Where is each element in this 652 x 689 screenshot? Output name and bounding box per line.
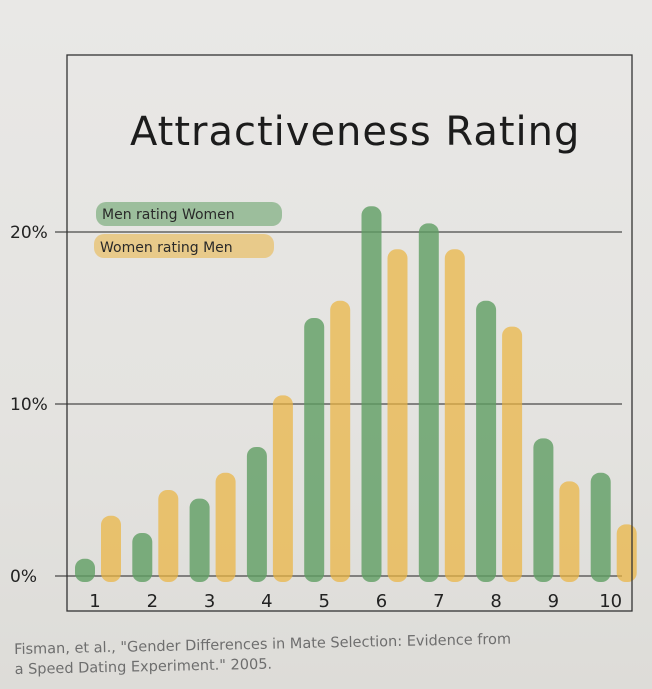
x-tick-label: 1 xyxy=(89,591,100,612)
bar-women-rating-men-2 xyxy=(158,490,179,582)
x-tick-label: 5 xyxy=(318,591,329,612)
bar-women-rating-men-1 xyxy=(101,515,121,582)
bar-men-rating-women-9 xyxy=(533,438,554,582)
bar-women-rating-men-10 xyxy=(616,524,637,582)
bar-men-rating-women-4 xyxy=(246,447,267,582)
legend-swatch-women xyxy=(94,234,274,258)
y-tick-label: 0% xyxy=(10,567,37,587)
bar-women-rating-men-5 xyxy=(330,300,351,582)
x-tick-label: 4 xyxy=(261,591,272,612)
y-tick-label: 10% xyxy=(10,395,48,415)
legend-swatch-men xyxy=(96,202,282,226)
plot-frame xyxy=(66,54,633,612)
bar-men-rating-women-7 xyxy=(418,223,439,582)
bar-women-rating-men-4 xyxy=(272,395,293,582)
x-tick-label: 9 xyxy=(548,591,559,612)
x-tick-label: 7 xyxy=(433,591,444,612)
bar-men-rating-women-6 xyxy=(361,206,382,582)
y-axis-ticks: 0% 10% 20% xyxy=(10,223,48,587)
bar-women-rating-men-7 xyxy=(444,249,465,582)
x-tick-label: 2 xyxy=(147,591,158,612)
bar-women-rating-men-9 xyxy=(559,481,580,582)
bar-women-rating-men-3 xyxy=(215,472,236,582)
bars-layer xyxy=(75,206,637,582)
bar-men-rating-women-10 xyxy=(590,472,611,582)
bar-men-rating-women-2 xyxy=(132,533,153,582)
bar-men-rating-women-1 xyxy=(75,558,95,582)
bar-women-rating-men-6 xyxy=(387,249,408,582)
y-tick-label: 20% xyxy=(10,223,48,243)
bar-men-rating-women-8 xyxy=(476,300,497,582)
legend-label-men: Men rating Women xyxy=(102,207,235,223)
x-tick-label: 6 xyxy=(376,591,387,612)
x-tick-label: 3 xyxy=(204,591,215,612)
bar-men-rating-women-3 xyxy=(189,498,210,582)
x-tick-label: 8 xyxy=(490,591,501,612)
x-tick-label: 10 xyxy=(599,591,622,612)
bar-men-rating-women-5 xyxy=(304,318,325,582)
bar-women-rating-men-8 xyxy=(502,326,523,582)
x-axis-ticks: 1 2 3 4 5 6 7 8 9 10 xyxy=(89,591,622,612)
chart-title: Attractiveness Rating xyxy=(130,109,580,155)
legend-label-women: Women rating Men xyxy=(100,240,233,256)
